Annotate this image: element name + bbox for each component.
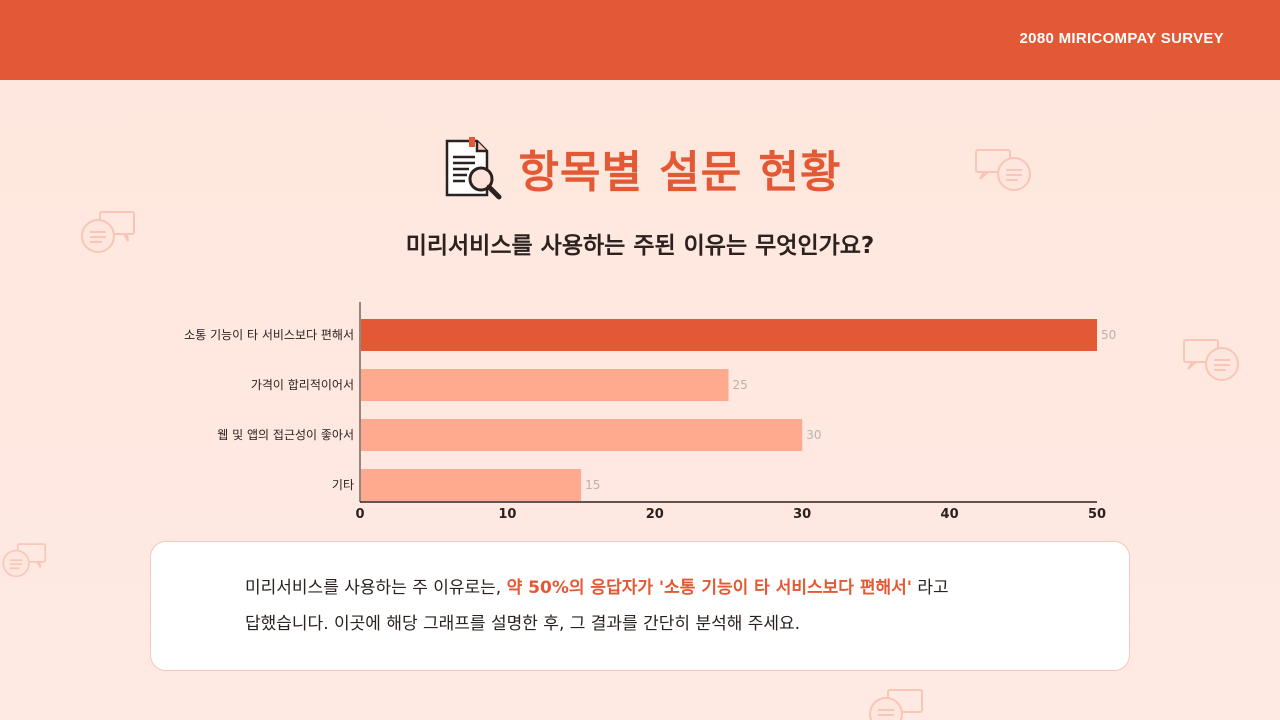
- bar: [361, 419, 803, 451]
- survey-question: 미리서비스를 사용하는 주된 이유는 무엇인가요?: [405, 233, 875, 259]
- bar: [361, 469, 582, 501]
- category-label: 웹 및 앱의 접근성이 좋아서: [217, 428, 354, 442]
- bar-chart: 소통 기능이 타 서비스보다 편해서 50 가격이 합리적이어서 25 웹 및 앱의 접…: [184, 302, 1116, 522]
- x-tick-label: 10: [498, 507, 516, 522]
- value-label: 25: [733, 378, 748, 392]
- value-label: 30: [806, 428, 821, 442]
- x-tick-label: 50: [1088, 507, 1106, 522]
- x-tick-label: 30: [793, 507, 811, 522]
- category-label: 기타: [332, 478, 354, 492]
- x-tick-label: 40: [941, 507, 959, 522]
- bar: [361, 319, 1097, 351]
- header-label: 2080 MIRICOMPAY SURVEY: [1019, 30, 1224, 47]
- x-tick-label: 0: [355, 507, 364, 522]
- summary-prefix: 미리서비스를 사용하는 주 이유로는,: [245, 578, 507, 598]
- header-bar: 2080 MIRICOMPAY SURVEY: [0, 0, 1280, 80]
- chat-bubbles-icon: [975, 149, 1031, 191]
- chat-bubbles-icon: [1183, 339, 1239, 381]
- value-label: 50: [1101, 328, 1116, 342]
- summary-suffix: 라고: [911, 578, 949, 598]
- chat-bubbles-icon: [869, 689, 923, 720]
- summary-highlight: 약 50%의 응답자가 '소통 기능이 타 서비스보다 편해서': [506, 578, 912, 598]
- document-search-icon: [445, 137, 501, 200]
- value-label: 15: [585, 478, 600, 492]
- x-tick-label: 20: [646, 507, 664, 522]
- bar: [361, 369, 729, 401]
- title-row: 항목별 설문 현황: [0, 128, 1280, 208]
- summary-line2: 답했습니다. 이곳에 해당 그래프를 설명한 후, 그 결과를 간단히 분석해 …: [245, 614, 801, 634]
- category-label: 소통 기능이 타 서비스보다 편해서: [184, 328, 354, 342]
- summary-box: 미리서비스를 사용하는 주 이유로는, 약 50%의 응답자가 '소통 기능이 …: [150, 541, 1130, 671]
- chat-bubbles-icon: [2, 543, 46, 578]
- chat-bubbles-icon: [81, 211, 135, 253]
- page-title: 항목별 설문 현황: [518, 147, 842, 198]
- category-label: 가격이 합리적이어서: [251, 378, 354, 392]
